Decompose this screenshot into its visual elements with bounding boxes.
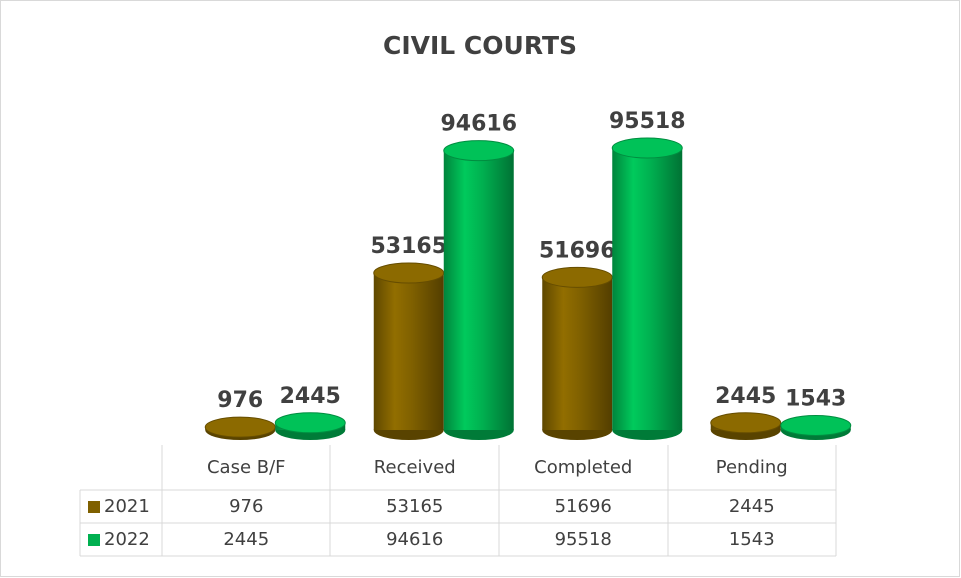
cylinder-top <box>274 412 346 434</box>
cylinder <box>780 414 852 440</box>
table-header: Received <box>374 457 456 478</box>
cylinder <box>274 412 346 440</box>
data-label: 1543 <box>785 386 846 411</box>
chart-title: CIVIL COURTS <box>383 31 577 60</box>
table-header: Pending <box>716 457 788 478</box>
table-cell: 2445 <box>223 529 269 550</box>
cylinder-top <box>541 266 613 288</box>
table-cell: 95518 <box>555 529 612 550</box>
table-cell: 51696 <box>555 496 612 517</box>
cylinder <box>541 266 613 440</box>
data-table-grid <box>79 445 837 557</box>
cylinder-top <box>780 414 852 436</box>
table-cell: 976 <box>229 496 263 517</box>
data-label: 53165 <box>370 234 447 259</box>
data-label: 2445 <box>280 384 341 409</box>
legend-label: 2022 <box>104 529 150 550</box>
bar <box>612 148 683 430</box>
legend-label: 2021 <box>104 496 150 517</box>
bar <box>373 273 444 430</box>
legend-swatch <box>88 501 100 513</box>
table-cell: 1543 <box>729 529 775 550</box>
data-label: 94616 <box>440 112 517 137</box>
table-header: Completed <box>534 457 632 478</box>
table-cell: 53165 <box>386 496 443 517</box>
table-cell: 2445 <box>729 496 775 517</box>
legend-swatch <box>88 534 100 546</box>
cylinder-top <box>204 416 276 438</box>
cylinder <box>204 416 276 440</box>
cylinder <box>443 140 515 440</box>
bar <box>542 277 613 430</box>
data-label: 51696 <box>539 238 616 263</box>
data-label: 2445 <box>715 384 776 409</box>
cylinder-top <box>373 262 445 284</box>
cylinder <box>710 412 782 440</box>
cylinder-top <box>611 137 683 159</box>
cylinder-top <box>443 140 515 162</box>
data-label: 976 <box>217 388 263 413</box>
bar <box>443 150 514 430</box>
data-label: 95518 <box>609 109 686 134</box>
cylinder <box>373 262 445 440</box>
cylinder <box>611 137 683 440</box>
cylinder-top <box>710 412 782 434</box>
table-cell: 94616 <box>386 529 443 550</box>
table-header: Case B/F <box>207 457 286 478</box>
